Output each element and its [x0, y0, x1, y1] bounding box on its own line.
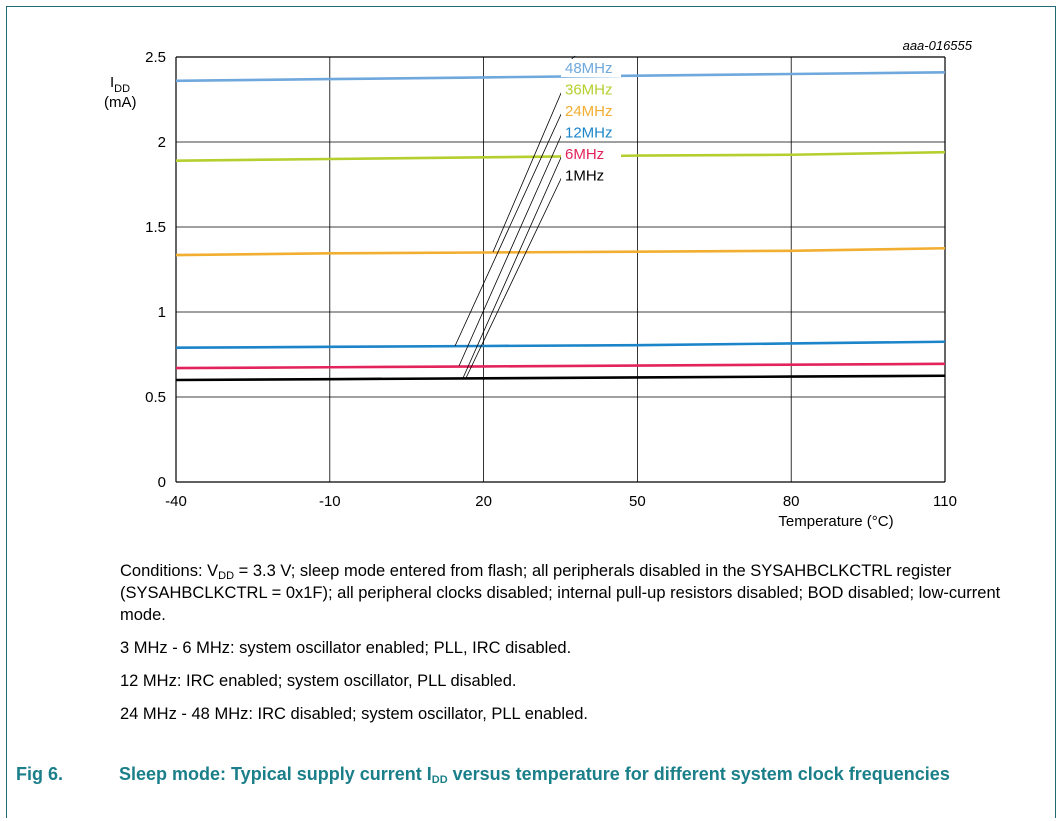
y-tick-label: 0 — [158, 474, 166, 491]
chart-notes: Conditions: VDD = 3.3 V; sleep mode ente… — [120, 560, 1020, 736]
chart-grid — [175, 56, 946, 483]
y-tick-label: 1 — [158, 304, 166, 321]
legend-label-24mhz: 24MHz — [565, 103, 613, 120]
x-tick-label: 50 — [629, 493, 646, 510]
figure-label: Fig 6. — [16, 764, 64, 784]
note-3-6mhz: 3 MHz - 6 MHz: system oscillator enabled… — [120, 639, 572, 657]
legend-label-bg — [561, 59, 621, 77]
series-line-1mhz — [175, 374, 946, 382]
x-tick-label: 80 — [783, 493, 800, 510]
legend-label-bg — [561, 80, 621, 99]
chart-legend: 48MHz 36MHz 24MHz 12MHz 6MHz 1MHz — [561, 59, 621, 185]
series-line-48mhz — [175, 71, 946, 83]
conditions-note: Conditions: VDD = 3.3 V; sleep mode ente… — [120, 562, 1001, 624]
legend-label-bg — [561, 166, 621, 185]
leader-line-36mhz — [492, 88, 564, 253]
y-tick-label: 0.5 — [145, 389, 166, 406]
figure-frame — [6, 6, 1056, 818]
series-line-36mhz — [175, 150, 946, 162]
legend-label-48mhz: 48MHz — [565, 60, 613, 77]
legend-label-36mhz: 36MHz — [565, 82, 613, 99]
figure-title: Sleep mode: Typical supply current IDD v… — [119, 764, 950, 786]
x-tick-label: -40 — [165, 493, 187, 510]
axis-ticks: -40 -10 20 50 80 110 0 0.5 1 1.5 2 2.5 — [145, 49, 957, 510]
x-axis-label: Temperature (°C) — [778, 513, 893, 530]
y-tick-label: 1.5 — [145, 219, 166, 236]
note-12mhz: 12 MHz: IRC enabled; system oscillator, … — [120, 672, 517, 690]
note-24-48mhz: 24 MHz - 48 MHz: IRC disabled; system os… — [120, 705, 589, 723]
series-line-24mhz — [175, 246, 946, 257]
legend-label-1mhz: 1MHz — [565, 168, 604, 185]
leader-line-6mhz — [462, 152, 564, 379]
legend-label-6mhz: 6MHz — [565, 146, 604, 163]
x-tick-label: 110 — [933, 493, 957, 510]
legend-label-bg — [561, 102, 621, 120]
chart-series — [175, 71, 946, 382]
series-line-6mhz — [175, 362, 946, 370]
x-tick-label: 20 — [475, 493, 492, 510]
y-tick-label: 2 — [158, 134, 166, 151]
y-tick-label: 2.5 — [145, 49, 166, 66]
y-axis-unit: (mA) — [104, 94, 137, 111]
legend-leader-lines — [454, 55, 576, 379]
legend-label-bg — [561, 123, 621, 142]
leader-line-1mhz — [465, 174, 564, 379]
legend-label-12mhz: 12MHz — [565, 125, 613, 142]
series-line-12mhz — [175, 340, 946, 349]
leader-line-12mhz — [458, 131, 564, 367]
figure-id: aaa-016555 — [903, 38, 973, 53]
leader-line-24mhz — [454, 109, 564, 347]
x-tick-label: -10 — [319, 493, 341, 510]
legend-label-bg — [561, 145, 621, 163]
y-axis-label: IDD — [110, 74, 130, 95]
